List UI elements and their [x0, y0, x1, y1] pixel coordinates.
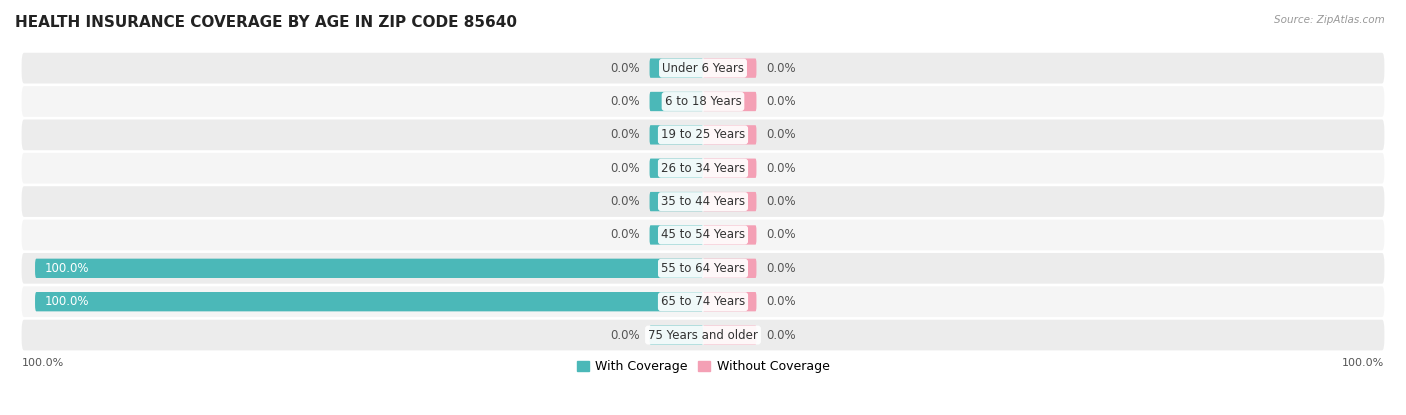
FancyBboxPatch shape — [703, 192, 756, 211]
FancyBboxPatch shape — [650, 59, 703, 78]
Text: 45 to 54 Years: 45 to 54 Years — [661, 229, 745, 242]
FancyBboxPatch shape — [650, 325, 703, 345]
Text: 55 to 64 Years: 55 to 64 Years — [661, 262, 745, 275]
Text: 0.0%: 0.0% — [610, 195, 640, 208]
FancyBboxPatch shape — [703, 92, 756, 111]
FancyBboxPatch shape — [21, 253, 1385, 284]
FancyBboxPatch shape — [703, 259, 756, 278]
FancyBboxPatch shape — [703, 292, 756, 311]
Text: 0.0%: 0.0% — [766, 262, 796, 275]
FancyBboxPatch shape — [21, 186, 1385, 217]
Legend: With Coverage, Without Coverage: With Coverage, Without Coverage — [572, 355, 834, 378]
FancyBboxPatch shape — [21, 120, 1385, 150]
Text: 0.0%: 0.0% — [766, 229, 796, 242]
FancyBboxPatch shape — [703, 125, 756, 144]
Text: 75 Years and older: 75 Years and older — [648, 329, 758, 342]
FancyBboxPatch shape — [35, 292, 703, 311]
Text: 0.0%: 0.0% — [610, 95, 640, 108]
FancyBboxPatch shape — [703, 159, 756, 178]
FancyBboxPatch shape — [650, 192, 703, 211]
FancyBboxPatch shape — [703, 59, 756, 78]
FancyBboxPatch shape — [21, 53, 1385, 83]
FancyBboxPatch shape — [703, 325, 756, 345]
Text: 0.0%: 0.0% — [766, 162, 796, 175]
Text: 35 to 44 Years: 35 to 44 Years — [661, 195, 745, 208]
Text: 100.0%: 100.0% — [21, 359, 63, 369]
Text: 0.0%: 0.0% — [610, 128, 640, 142]
Text: 0.0%: 0.0% — [766, 195, 796, 208]
FancyBboxPatch shape — [650, 92, 703, 111]
Text: 19 to 25 Years: 19 to 25 Years — [661, 128, 745, 142]
Text: 26 to 34 Years: 26 to 34 Years — [661, 162, 745, 175]
Text: 0.0%: 0.0% — [610, 62, 640, 75]
FancyBboxPatch shape — [703, 225, 756, 244]
Text: 0.0%: 0.0% — [766, 295, 796, 308]
Text: 6 to 18 Years: 6 to 18 Years — [665, 95, 741, 108]
Text: 0.0%: 0.0% — [610, 162, 640, 175]
FancyBboxPatch shape — [21, 86, 1385, 117]
Text: 0.0%: 0.0% — [766, 62, 796, 75]
Text: 0.0%: 0.0% — [610, 229, 640, 242]
Text: 0.0%: 0.0% — [766, 329, 796, 342]
Text: 0.0%: 0.0% — [610, 329, 640, 342]
Text: 0.0%: 0.0% — [766, 95, 796, 108]
Text: 65 to 74 Years: 65 to 74 Years — [661, 295, 745, 308]
FancyBboxPatch shape — [650, 125, 703, 144]
Text: Under 6 Years: Under 6 Years — [662, 62, 744, 75]
Text: 100.0%: 100.0% — [45, 262, 90, 275]
FancyBboxPatch shape — [21, 320, 1385, 350]
Text: 0.0%: 0.0% — [766, 128, 796, 142]
Text: HEALTH INSURANCE COVERAGE BY AGE IN ZIP CODE 85640: HEALTH INSURANCE COVERAGE BY AGE IN ZIP … — [15, 15, 517, 30]
FancyBboxPatch shape — [21, 153, 1385, 183]
FancyBboxPatch shape — [650, 225, 703, 244]
Text: Source: ZipAtlas.com: Source: ZipAtlas.com — [1274, 15, 1385, 24]
FancyBboxPatch shape — [21, 286, 1385, 317]
Text: 100.0%: 100.0% — [1343, 359, 1385, 369]
FancyBboxPatch shape — [35, 259, 703, 278]
Text: 100.0%: 100.0% — [45, 295, 90, 308]
FancyBboxPatch shape — [21, 220, 1385, 250]
FancyBboxPatch shape — [650, 159, 703, 178]
